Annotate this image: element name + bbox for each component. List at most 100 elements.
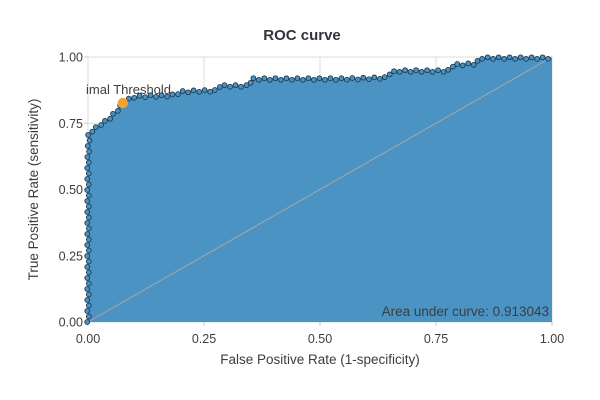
y-tick-label: 0.75 — [59, 117, 83, 131]
curve-marker — [283, 75, 290, 82]
optimal-threshold-marker — [117, 97, 128, 109]
curve-marker — [85, 159, 92, 166]
curve-marker — [84, 198, 91, 204]
curve-marker — [85, 214, 92, 221]
curve-marker — [256, 76, 262, 83]
curve-marker — [429, 68, 436, 75]
curve-marker — [465, 60, 472, 67]
optimal-threshold-label: imal Threshold — [86, 82, 171, 97]
curve-marker — [86, 137, 93, 144]
x-axis-label: False Positive Rate (1-specificity) — [220, 352, 420, 367]
curve-marker — [501, 56, 507, 62]
curve-marker — [84, 242, 91, 248]
optimal-threshold-point — [117, 97, 128, 109]
curve-marker — [89, 128, 96, 135]
y-tick-label: 0.25 — [59, 249, 83, 263]
curve-marker — [360, 74, 367, 81]
curve-marker — [261, 75, 268, 82]
curve-marker — [418, 68, 425, 75]
chart-title: ROC curve — [263, 27, 341, 44]
curve-marker — [98, 122, 104, 128]
curve-marker — [86, 148, 92, 155]
curve-marker — [435, 67, 441, 74]
curve-marker — [333, 76, 339, 83]
curve-marker — [84, 253, 91, 259]
curve-marker — [92, 124, 99, 130]
curve-marker — [85, 203, 92, 210]
curve-marker — [84, 143, 91, 149]
curve-marker — [371, 74, 378, 81]
curve-marker — [85, 258, 92, 265]
curve-marker — [396, 68, 403, 75]
curve-marker — [311, 76, 317, 83]
x-tick-label: 0.50 — [308, 332, 332, 346]
curve-marker — [474, 58, 481, 64]
curve-marker — [381, 74, 388, 80]
curve-marker — [534, 56, 540, 62]
x-tick-label: 0.00 — [76, 332, 100, 346]
curve-marker — [470, 61, 477, 68]
curve-marker — [300, 76, 306, 83]
curve-marker — [212, 87, 218, 93]
curve-marker — [190, 87, 197, 94]
curve-marker — [107, 115, 113, 122]
curve-marker — [85, 269, 92, 276]
curve-marker — [278, 76, 284, 83]
curve-marker — [316, 75, 323, 82]
curve-marker — [84, 319, 91, 325]
diagonal-line — [87, 56, 553, 323]
curve-marker — [85, 280, 92, 287]
curve-marker — [85, 302, 92, 309]
curve-marker — [84, 275, 91, 281]
curve-marker — [84, 231, 91, 237]
curve-marker — [454, 61, 461, 67]
y-tick-label: 1.00 — [59, 51, 83, 65]
curve-marker — [227, 83, 233, 90]
curve-marker — [349, 75, 356, 81]
curve-marker — [84, 308, 91, 314]
curve-marker — [450, 63, 456, 70]
curve-marker — [366, 76, 372, 83]
curve-marker — [338, 75, 345, 82]
curve-marker — [424, 67, 430, 74]
curve-marker — [153, 93, 159, 100]
curve-marker — [84, 209, 91, 215]
curve-marker — [523, 56, 529, 62]
curve-marker — [495, 54, 502, 61]
curve-marker — [232, 82, 239, 88]
curve-marker — [131, 94, 138, 101]
curve-marker — [169, 91, 176, 98]
curve-marker — [164, 93, 171, 100]
curve-marker — [201, 87, 208, 93]
curve-marker — [545, 56, 551, 62]
curve-marker — [289, 76, 295, 83]
curve-marker — [84, 165, 91, 171]
curve-marker — [445, 66, 451, 73]
curve-marker — [344, 76, 350, 83]
curve-marker — [238, 83, 244, 90]
curve-marker — [402, 67, 408, 74]
curve-marker — [528, 54, 535, 61]
x-tick-label: 0.75 — [424, 332, 448, 346]
curve-marker — [115, 108, 121, 114]
curve-marker — [506, 54, 513, 61]
curve-marker — [85, 192, 92, 199]
curve-marker — [102, 118, 108, 124]
chart-text-labels: ROC curve 0.00 0.25 0.50 0.75 1.00 0.00 0.25 0.5… — [26, 27, 564, 367]
curve-marker — [216, 84, 223, 90]
curve-marker — [175, 91, 181, 97]
curve-marker — [147, 92, 154, 99]
y-tick-label: 0.50 — [59, 183, 83, 197]
diagonal-reference-line — [87, 56, 553, 323]
curve-marker — [221, 82, 228, 88]
auc-annotation: Area under curve: 0.913043 — [382, 304, 549, 319]
curve-marker — [85, 313, 92, 320]
x-tick-label: 0.25 — [192, 332, 216, 346]
curve-marker — [185, 89, 192, 96]
curve-marker — [305, 75, 312, 82]
curve-marker — [391, 68, 397, 75]
curve-marker — [84, 187, 91, 193]
curve-marker — [85, 291, 92, 298]
